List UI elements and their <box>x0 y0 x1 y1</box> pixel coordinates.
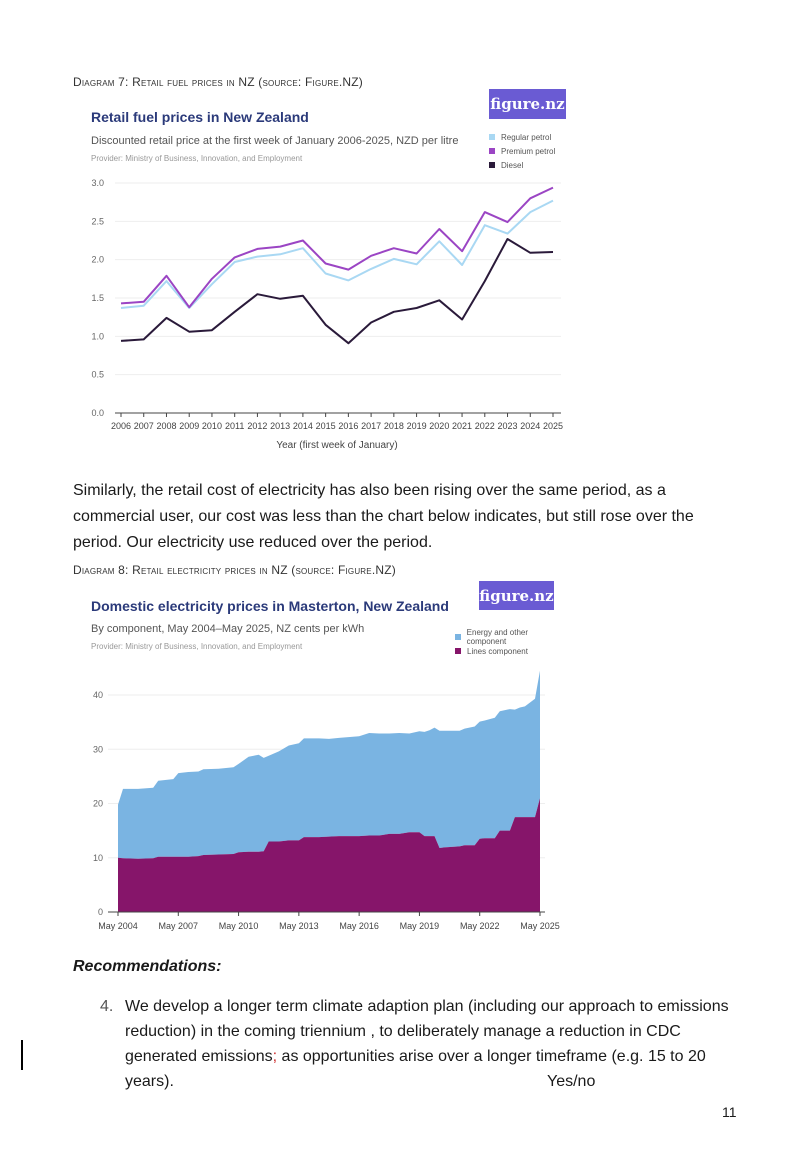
recommendations-heading: Recommendations: <box>73 958 222 975</box>
figure-nz-logo: figure.nz <box>489 89 566 119</box>
electricity-x-tick-label: May 2010 <box>219 921 259 931</box>
diagram-8-caption: Diagram 8: Retail electricity prices in … <box>73 563 396 577</box>
recommendation-text-part-b: as opportunities arise over a longer tim… <box>125 1048 706 1090</box>
fuel-x-tick-label: 2021 <box>452 421 472 431</box>
fuel-x-tick-label: 2015 <box>316 421 336 431</box>
fuel-x-tick-label: 2022 <box>475 421 495 431</box>
electricity-x-tick-label: May 2004 <box>98 921 138 931</box>
fuel-y-tick-label: 1.5 <box>91 293 104 303</box>
electricity-y-tick-label: 40 <box>93 690 103 700</box>
electricity-x-tick-label: May 2025 <box>520 921 560 931</box>
fuel-y-tick-label: 0.5 <box>91 370 104 380</box>
fuel-chart-title: Retail fuel prices in New Zealand <box>91 109 309 125</box>
diagram-7-caption: Diagram 7: Retail fuel prices in NZ (sou… <box>73 75 363 89</box>
fuel-chart-provider: Provider: Ministry of Business, Innovati… <box>91 154 303 163</box>
fuel-x-axis-label: Year (first week of January) <box>276 440 397 451</box>
legend-label-regular: Regular petrol <box>501 132 552 142</box>
page-number: 11 <box>722 1104 737 1120</box>
fuel-y-tick-label: 2.5 <box>91 216 104 226</box>
energy-component-area <box>118 670 540 859</box>
electricity-chart-title: Domestic electricity prices in Masterton… <box>91 598 449 614</box>
electricity-y-tick-label: 0 <box>98 907 103 917</box>
electricity-chart-legend: Energy and other component Lines compone… <box>455 628 564 658</box>
body-paragraph: Similarly, the retail cost of electricit… <box>73 482 694 551</box>
electricity-x-tick-label: May 2019 <box>400 921 440 931</box>
legend-label-premium: Premium petrol <box>501 146 556 156</box>
recommendation-number: 4. <box>100 998 114 1015</box>
fuel-x-tick-label: 2014 <box>293 421 313 431</box>
recommendation-answer: Yes/no <box>547 1073 596 1090</box>
fuel-chart-legend: Regular petrol Premium petrol Diesel <box>489 130 555 172</box>
legend-item-diesel: Diesel <box>489 158 555 172</box>
legend-label-lines: Lines component <box>467 646 528 656</box>
fuel-y-tick-label: 3.0 <box>91 178 104 188</box>
electricity-x-tick-label: May 2022 <box>460 921 500 931</box>
electricity-x-tick-label: May 2013 <box>279 921 319 931</box>
diesel-line <box>120 238 554 345</box>
electricity-x-tick-label: May 2016 <box>339 921 379 931</box>
fuel-y-tick-label: 0.0 <box>91 408 104 418</box>
figure-nz-logo: figure.nz <box>479 581 554 610</box>
fuel-price-chart: Retail fuel prices in New Zealand Discou… <box>84 88 574 458</box>
electricity-y-tick-label: 30 <box>93 744 103 754</box>
lines-component-area <box>118 798 540 912</box>
fuel-x-tick-label: 2006 <box>111 421 131 431</box>
regular-petrol-line <box>120 199 554 309</box>
legend-swatch-regular <box>489 134 495 140</box>
legend-item-lines: Lines component <box>455 644 564 658</box>
fuel-x-tick-label: 2012 <box>247 421 267 431</box>
fuel-y-tick-label: 1.0 <box>91 331 104 341</box>
recommendation-text: We develop a longer term climate adaptio… <box>125 994 735 1094</box>
fuel-x-tick-label: 2025 <box>543 421 563 431</box>
fuel-x-tick-label: 2017 <box>361 421 381 431</box>
electricity-y-tick-label: 10 <box>93 853 103 863</box>
legend-swatch-diesel <box>489 162 495 168</box>
legend-swatch-premium <box>489 148 495 154</box>
electricity-y-tick-label: 20 <box>93 799 103 809</box>
fuel-x-tick-label: 2016 <box>338 421 358 431</box>
fuel-x-tick-label: 2020 <box>429 421 449 431</box>
electricity-chart-subtitle: By component, May 2004–May 2025, NZ cent… <box>91 623 365 635</box>
revision-change-bar <box>21 1040 23 1070</box>
fuel-x-tick-label: 2024 <box>520 421 540 431</box>
legend-swatch-lines <box>455 648 461 654</box>
recommendation-text-part-a: We develop a longer term climate adaptio… <box>125 998 729 1065</box>
fuel-x-tick-label: 2013 <box>270 421 290 431</box>
fuel-y-tick-label: 2.0 <box>91 255 104 265</box>
legend-item-premium: Premium petrol <box>489 144 555 158</box>
fuel-x-tick-label: 2008 <box>156 421 176 431</box>
fuel-x-tick-label: 2011 <box>225 421 244 431</box>
fuel-x-tick-label: 2019 <box>407 421 427 431</box>
fuel-chart-subtitle: Discounted retail price at the first wee… <box>91 135 459 147</box>
legend-label-energy: Energy and other component <box>466 628 529 646</box>
tracked-change-semicolon: ; <box>272 1048 278 1065</box>
premium-petrol-line <box>120 186 554 309</box>
legend-swatch-energy <box>455 634 461 640</box>
fuel-x-tick-label: 2009 <box>179 421 199 431</box>
fuel-x-tick-label: 2007 <box>134 421 154 431</box>
electricity-chart-provider: Provider: Ministry of Business, Innovati… <box>91 642 303 651</box>
fuel-x-tick-label: 2018 <box>384 421 404 431</box>
fuel-x-tick-label: 2010 <box>202 421 222 431</box>
legend-label-diesel: Diesel <box>501 160 524 170</box>
fuel-x-tick-label: 2023 <box>498 421 518 431</box>
electricity-x-tick-label: May 2007 <box>159 921 199 931</box>
legend-item-regular: Regular petrol <box>489 130 555 144</box>
electricity-chart-plot: 0 10 20 30 40 May 2004 May 2007 May 2010 May 201… <box>93 670 560 931</box>
legend-item-energy: Energy and other component <box>455 628 564 646</box>
electricity-price-chart: Domestic electricity prices in Masterton… <box>84 580 564 940</box>
